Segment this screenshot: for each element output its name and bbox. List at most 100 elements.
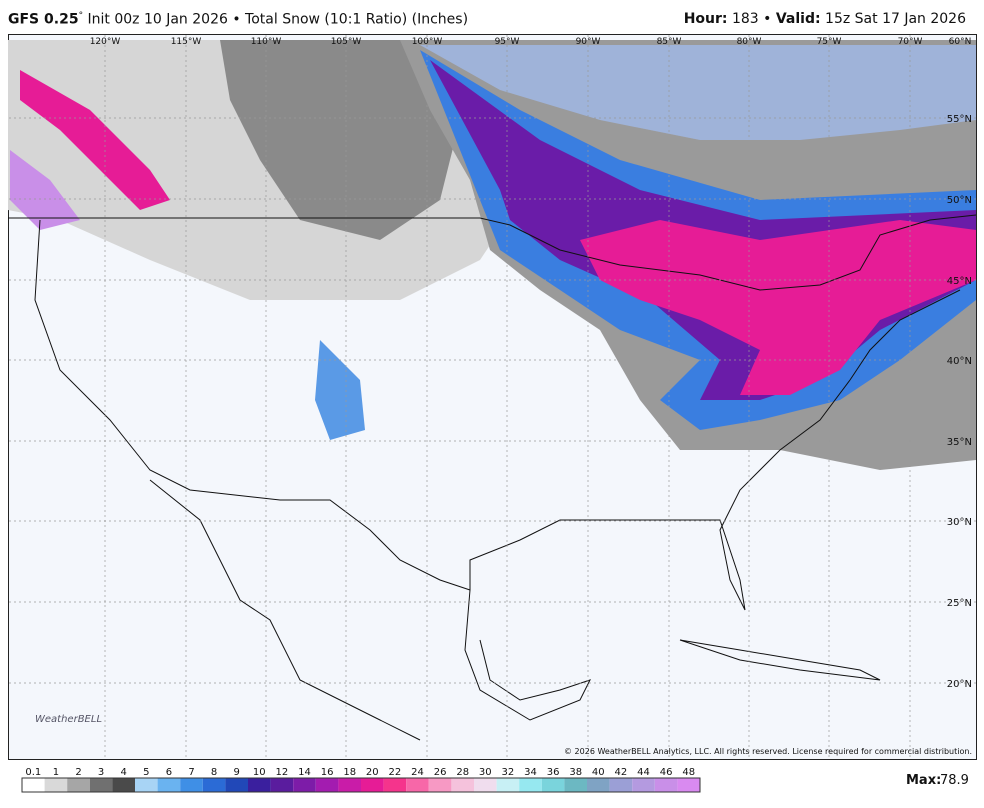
longitude-label: 120°W (90, 37, 121, 47)
snow-magenta (580, 220, 976, 395)
colorbar-swatch (89, 778, 113, 792)
longitude-label: 115°W (171, 37, 202, 47)
colorbar-swatch (315, 778, 339, 792)
longitude-label: 75°W (817, 37, 842, 47)
colorbar-swatch (406, 778, 429, 792)
separator: • (763, 11, 772, 27)
latitude-label: 20°N (947, 679, 972, 690)
latitude-label: 30°N (947, 517, 972, 528)
colorbar: 0.1 1 2 3 4 5 6 7 8 9 10 12 14 16 18 20 22 24 26 28 30 32 34 36… (21, 767, 701, 793)
border-mexico (34, 219, 471, 591)
colorbar-label: 38 (569, 767, 582, 778)
colorbar-swatch (180, 778, 203, 792)
colorbar-label: 48 (682, 767, 695, 778)
colorbar-swatch (496, 778, 520, 792)
colorbar-swatch (135, 778, 158, 792)
colorbar-swatch (44, 778, 68, 792)
coast-mexico (464, 589, 591, 721)
colorbar-swatch (112, 778, 135, 792)
colorbar-label: 8 (211, 767, 217, 778)
colorbar-swatch (677, 778, 700, 792)
colorbar-swatch (22, 778, 45, 792)
model: GFS 0.25 (8, 11, 79, 28)
snow-blue-north (420, 45, 976, 140)
colorbar-label: 3 (98, 767, 104, 778)
colorbar-swatch (587, 778, 610, 792)
grid: 120°W 115°W 110°W 105°W 100°W 95°W 90°W 85°W 80°… (9, 35, 976, 759)
longitude-label: 80°W (737, 37, 762, 47)
longitude-label: 110°W (251, 37, 282, 47)
colorbar-label: 10 (253, 767, 266, 778)
latitude-label: 25°N (947, 598, 972, 609)
colorbar-frame (21, 777, 701, 793)
max-label: Max: (906, 773, 941, 788)
latitude-label: 55°N (947, 114, 972, 125)
snow-rockies (315, 340, 365, 440)
valid: 15z Sat 17 Jan 2026 (825, 11, 966, 27)
colorbar-label: 2 (75, 767, 81, 778)
valid-info: Hour: 183 • Valid: 15z Sat 17 Jan 2026 (684, 11, 966, 27)
snow-fields (8, 40, 976, 470)
coast-gulf-atlantic (469, 289, 961, 611)
colorbar-label: 22 (389, 767, 402, 778)
longitude-label: 105°W (331, 37, 362, 47)
colorbar-label: 5 (143, 767, 149, 778)
degree: ° (78, 11, 84, 21)
colorbar-swatch (248, 778, 271, 792)
borders (8, 214, 977, 741)
colorbar-swatch (474, 778, 497, 792)
latitude-label: 35°N (947, 437, 972, 448)
colorbar-swatch (564, 778, 587, 792)
colorbar-swatch (293, 778, 316, 792)
title: GFS 0.25° Init 00z 10 Jan 2026 • Total S… (8, 11, 468, 28)
colorbar-label: 28 (456, 767, 469, 778)
copyright: © 2026 WeatherBELL Analytics, LLC. All r… (564, 747, 972, 756)
colorbar-label: 36 (547, 767, 560, 778)
colorbar-label: 42 (615, 767, 628, 778)
colorbar-swatch (157, 778, 181, 792)
colorbar-label: 20 (366, 767, 379, 778)
longitude-label: 85°W (657, 37, 682, 47)
colorbar-swatch (654, 778, 678, 792)
colorbar-swatch (338, 778, 361, 792)
colorbar-label: 0.1 (25, 767, 41, 778)
latitude-label: 50°N (947, 195, 972, 206)
colorbar-swatch (202, 778, 226, 792)
colorbar-label: 7 (188, 767, 194, 778)
snow-pnw-heavy (10, 150, 80, 230)
colorbar-swatch (541, 778, 565, 792)
colorbar-swatch (225, 778, 248, 792)
colorbar-swatch (270, 778, 294, 792)
longitude-label: 60°N (949, 37, 972, 47)
colorbar-label: 32 (502, 767, 515, 778)
colorbar-label: 44 (637, 767, 650, 778)
colorbar-swatch (361, 778, 384, 792)
coast-pacific-mexico (149, 479, 421, 741)
snow-gray (220, 40, 460, 240)
colorbar-label: 30 (479, 767, 492, 778)
colorbar-label: 40 (592, 767, 605, 778)
hour: 183 (731, 11, 759, 27)
latitude-label: 40°N (947, 356, 972, 367)
colorbar-label: 16 (321, 767, 334, 778)
colorbar-label: 4 (121, 767, 127, 778)
latitude-label: 45°N (947, 276, 972, 287)
colorbar-label: 18 (343, 767, 356, 778)
snow-pnw (20, 70, 170, 210)
cuba (679, 639, 881, 681)
colorbar-label: 24 (411, 767, 424, 778)
max-value: 78.9 (940, 773, 969, 788)
longitude-label: 95°W (495, 37, 520, 47)
colorbar-label: 1 (53, 767, 59, 778)
description: Init 00z 10 Jan 2026 • Total Snow (10:1 … (87, 11, 469, 28)
colorbar-swatch (383, 778, 407, 792)
hour-label: Hour: (683, 11, 728, 27)
valid-label: Valid: (775, 11, 821, 27)
colorbar-swatch (67, 778, 90, 792)
colorbar-label: 26 (434, 767, 447, 778)
colorbar-swatch (428, 778, 452, 792)
colorbar-label: 34 (524, 767, 537, 778)
colorbar-label: 46 (660, 767, 673, 778)
